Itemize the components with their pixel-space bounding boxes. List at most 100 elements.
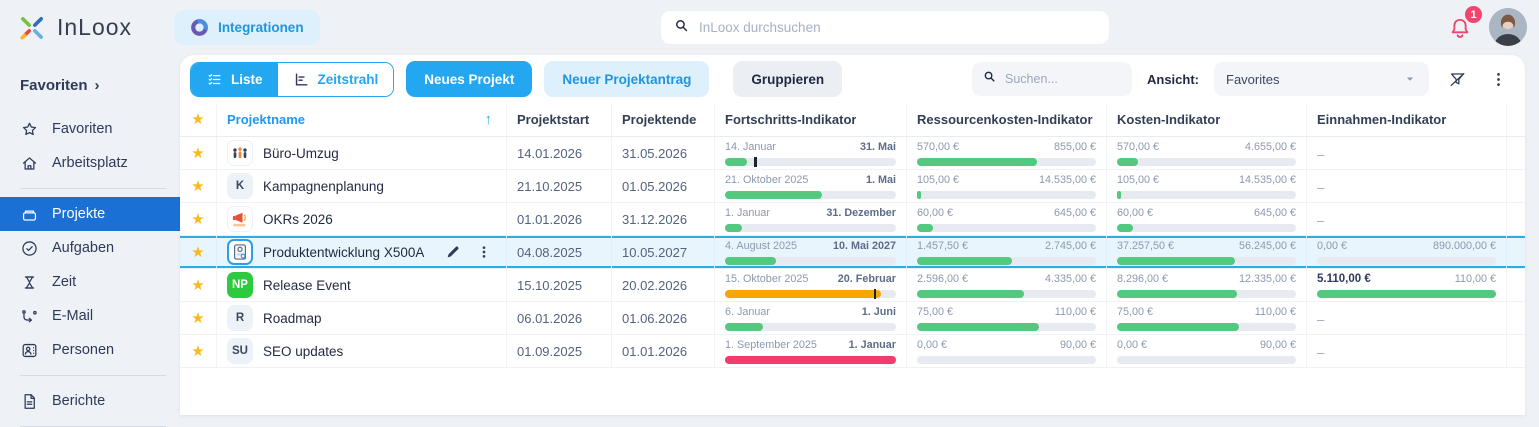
cost-indicator-cell: 105,00 €14.535,00 € [1106, 170, 1306, 202]
row-menu-icon[interactable] [476, 244, 492, 260]
progress-indicator-cell: 1. September 2025 1. Januar [714, 335, 906, 367]
table-search[interactable] [972, 62, 1132, 96]
revenue-indicator-cell: – [1306, 302, 1506, 334]
progress-indicator-cell: 21. Oktober 2025 1. Mai [714, 170, 906, 202]
favorite-header[interactable]: ★ [180, 103, 216, 136]
view-toggle-zeitstrahl[interactable]: Zeitstrahl [277, 62, 394, 96]
project-name-cell[interactable]: Produktentwicklung X500A [216, 236, 506, 268]
sort-ascending-icon[interactable]: ↑ [484, 111, 493, 128]
revenue-indicator-cell: – [1306, 335, 1506, 367]
global-search[interactable] [660, 10, 1110, 45]
favorite-star-icon[interactable]: ★ [191, 342, 205, 360]
progress-bar [725, 288, 896, 299]
favorite-star-icon[interactable]: ★ [191, 177, 205, 195]
column-projektende[interactable]: Projektende [611, 103, 714, 136]
sidebar-item-e-mail[interactable]: E-Mail [0, 299, 180, 333]
resource-indicator-cell: 105,00 €14.535,00 € [906, 170, 1106, 202]
project-name: Büro-Umzug [263, 145, 339, 161]
notification-badge: 1 [1463, 4, 1484, 25]
mail-flow-icon [20, 307, 39, 326]
table-row-okrs-2026[interactable]: ★ OKRs 2026 01.01.2026 31.12.2026 1. Januar 3… [180, 203, 1525, 236]
project-end-cell: 01.05.2026 [611, 170, 714, 202]
more-options-icon[interactable] [1485, 66, 1511, 92]
view-toggle-liste[interactable]: Liste [191, 62, 278, 96]
edit-pencil-icon[interactable] [445, 244, 461, 260]
table-search-input[interactable] [1005, 72, 1122, 86]
resource-bar [917, 289, 1096, 298]
favorite-star-icon[interactable]: ★ [191, 144, 205, 162]
project-name: Release Event [263, 277, 351, 293]
row-tail [1506, 302, 1525, 334]
table-row-seo-updates[interactable]: ★ SU SEO updates 01.09.2025 01.01.2026 1. Sep… [180, 335, 1525, 368]
progress-bar [725, 156, 896, 167]
sidebar-item-berichte[interactable]: Berichte [0, 384, 180, 418]
sidebar-item-favoriten[interactable]: Favoriten [0, 112, 180, 146]
empty-value: – [1317, 311, 1325, 327]
resource-indicator-cell: 75,00 €110,00 € [906, 302, 1106, 334]
sidebar-item-projekte[interactable]: Projekte [0, 197, 180, 231]
sidebar-divider [20, 375, 166, 376]
sidebar-item-personen[interactable]: Personen [0, 333, 180, 367]
integrations-button[interactable]: Integrationen [174, 10, 320, 45]
new-project-button[interactable]: Neues Projekt [406, 61, 533, 97]
column-einnahmen[interactable]: Einnahmen-Indikator [1306, 103, 1506, 136]
bell-icon[interactable] [1447, 15, 1473, 41]
column-projektname[interactable]: Projektname ↑ [216, 103, 506, 136]
resource-indicator-cell: 570,00 €855,00 € [906, 137, 1106, 169]
hourglass-icon [20, 273, 39, 292]
favorite-cell: ★ [180, 269, 216, 301]
column-projektstart[interactable]: Projektstart [506, 103, 611, 136]
row-tail [1506, 137, 1525, 169]
sidebar-item-arbeitsplatz[interactable]: Arbeitsplatz [0, 146, 180, 180]
sidebar-section-favoriten[interactable]: Favoriten › [20, 77, 100, 94]
table-row-b-ro-umzug[interactable]: ★ Büro-Umzug 14.01.2026 31.05.2026 14. Janua… [180, 137, 1525, 170]
progress-bar [725, 322, 896, 331]
user-avatar[interactable] [1489, 8, 1527, 46]
project-name-cell[interactable]: NP Release Event [216, 269, 506, 301]
favorite-star-icon[interactable]: ★ [191, 210, 205, 228]
view-toggle-group: Liste Zeitstrahl [190, 61, 395, 97]
global-search-input[interactable] [699, 20, 1097, 35]
project-name-cell[interactable]: Büro-Umzug [216, 137, 506, 169]
project-name-cell[interactable]: K Kampagnenplanung [216, 170, 506, 202]
project-name-cell[interactable]: OKRs 2026 [216, 203, 506, 235]
favorite-star-icon[interactable]: ★ [191, 276, 205, 294]
sidebar-item-aufgaben[interactable]: Aufgaben [0, 231, 180, 265]
row-tail [1506, 335, 1525, 367]
table-row-produktentwicklung-x500a[interactable]: ★ Produktentwicklung X500A 04.08.2025 10.05… [180, 236, 1525, 269]
resource-bar [917, 223, 1096, 232]
column-ressourcenkosten[interactable]: Ressourcenkosten-Indikator [906, 103, 1106, 136]
favorite-star-icon[interactable]: ★ [191, 243, 205, 261]
table-header: ★ Projektname ↑ Projektstart Projektende… [180, 103, 1525, 137]
revenue-indicator-cell: – [1306, 203, 1506, 235]
favorite-star-icon[interactable]: ★ [191, 309, 205, 327]
table-row-release-event[interactable]: ★ NP Release Event 15.10.2025 20.02.2026 15. … [180, 269, 1525, 302]
column-fortschritt[interactable]: Fortschritts-Indikator [714, 103, 906, 136]
sidebar-item-zeit[interactable]: Zeit [0, 265, 180, 299]
project-name: OKRs 2026 [263, 211, 333, 227]
view-select-value: Favorites [1226, 71, 1280, 87]
home-icon [20, 154, 39, 173]
project-name-cell[interactable]: R Roadmap [216, 302, 506, 334]
view-select[interactable]: Favorites [1214, 62, 1429, 96]
table-body: ★ Büro-Umzug 14.01.2026 31.05.2026 14. Janua… [180, 137, 1525, 368]
project-name-cell[interactable]: SU SEO updates [216, 335, 506, 367]
group-button[interactable]: Gruppieren [733, 61, 843, 97]
sidebar: Favoriten › Favoriten Arbeitsplatz Projekt… [0, 55, 180, 427]
progress-bar [725, 355, 896, 364]
row-tail [1506, 170, 1525, 202]
today-marker [873, 288, 877, 299]
revenue-bar [1317, 256, 1496, 265]
revenue-bar [1317, 290, 1496, 299]
sidebar-item-label: Zeit [52, 274, 77, 290]
column-kosten[interactable]: Kosten-Indikator [1106, 103, 1306, 136]
table-row-kampagnenplanung[interactable]: ★ K Kampagnenplanung 21.10.2025 01.05.2026 21… [180, 170, 1525, 203]
table-row-roadmap[interactable]: ★ R Roadmap 06.01.2026 01.06.2026 6. Januar 1.… [180, 302, 1525, 335]
progress-indicator-cell: 4. August 2025 10. Mai 2027 [714, 236, 906, 268]
clear-filter-icon[interactable] [1444, 66, 1470, 92]
new-project-request-button[interactable]: Neuer Projektantrag [544, 61, 710, 97]
header-tail [1506, 103, 1525, 136]
project-badge-device [227, 239, 253, 265]
project-start-cell: 15.10.2025 [506, 269, 611, 301]
integrations-icon [190, 18, 209, 37]
